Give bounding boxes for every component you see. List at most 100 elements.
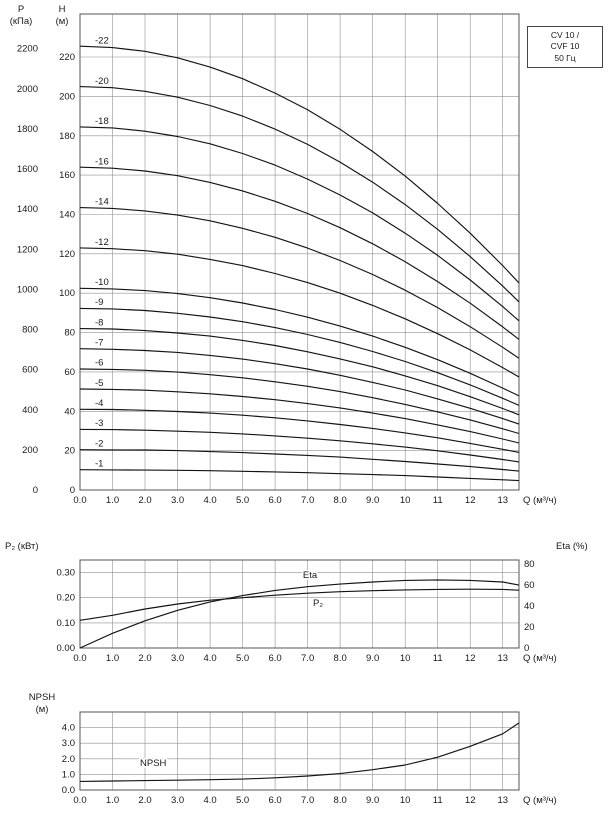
x-tick-label: 1.0: [106, 495, 119, 506]
x-tick-label: 10: [400, 653, 411, 664]
x-tick-label: 6.0: [269, 653, 282, 664]
curve-label--9: -9: [95, 297, 103, 308]
x-tick-label: 2.0: [138, 795, 151, 806]
x-tick-label: 6.0: [269, 795, 282, 806]
eta-curve: [79, 579, 520, 649]
pressure-tick-label: 0: [33, 485, 38, 496]
x-tick-label: 0.0: [73, 653, 86, 664]
x-tick-label: 10: [400, 495, 411, 506]
head-curve--6: [79, 368, 520, 435]
npsh-tick-label: 1.0: [62, 769, 75, 780]
x-tick-label: 5.0: [236, 495, 249, 506]
power-tick-label: 0.30: [57, 568, 76, 579]
head-curve--12: [79, 247, 520, 378]
pressure-tick-label: 1000: [17, 284, 38, 295]
pressure-tick-label: 2000: [17, 84, 38, 95]
eta-axis-title: Eta (%): [556, 541, 588, 552]
pressure-axis-unit: (кПа): [9, 15, 33, 27]
pressure-tick-label: 1200: [17, 244, 38, 255]
x-tick-label: 12: [465, 653, 476, 664]
x-tick-label: 10: [400, 795, 411, 806]
head-curve--1: [79, 469, 520, 482]
pressure-tick-label: 2200: [17, 44, 38, 55]
p2-curve-label: P₂: [313, 598, 323, 609]
npsh-tick-label: 0.0: [62, 785, 75, 796]
x-tick-label: 5.0: [236, 795, 249, 806]
curve-label--22: -22: [95, 36, 109, 47]
eta-tick-label: 80: [524, 559, 535, 570]
head-tick-label: 160: [59, 170, 75, 181]
x-tick-label: 7.0: [301, 795, 314, 806]
pressure-tick-label: 1400: [17, 204, 38, 215]
x-tick-label: 9.0: [366, 795, 379, 806]
pressure-tick-label: 600: [22, 365, 38, 376]
x-tick-label: 4.0: [203, 795, 216, 806]
x-tick-label: 13: [497, 653, 508, 664]
pressure-tick-label: 1800: [17, 124, 38, 135]
x-tick-label: 13: [497, 495, 508, 506]
head-tick-label: 220: [59, 52, 75, 63]
curve-label--10: -10: [95, 277, 109, 288]
curve-label--16: -16: [95, 156, 109, 167]
head-axis-unit: (м): [55, 15, 69, 27]
curve-label--14: -14: [95, 197, 109, 208]
power-tick-label: 0.00: [57, 643, 76, 654]
pressure-axis-symbol: P: [17, 4, 25, 15]
p2-curve: [79, 588, 520, 621]
x-axis-unit-label: Q (м³/ч): [523, 653, 557, 664]
curve-label--8: -8: [95, 317, 103, 328]
head-tick-label: 140: [59, 209, 75, 220]
x-tick-label: 0.0: [73, 495, 86, 506]
pressure-tick-label: 200: [22, 445, 38, 456]
x-tick-label: 2.0: [138, 653, 151, 664]
power-axis-title: P₂ (кВт): [5, 541, 39, 552]
x-tick-label: 1.0: [106, 795, 119, 806]
head-tick-label: 60: [64, 367, 75, 378]
npsh-axis-title: NPSH (м): [16, 692, 68, 716]
head-tick-label: 120: [59, 249, 75, 260]
power-eta-chart-frame: [79, 559, 520, 649]
x-tick-label: 9.0: [366, 653, 379, 664]
x-tick-label: 11: [433, 653, 443, 664]
npsh-tick-label: 2.0: [62, 754, 75, 765]
pump-model-box: CV 10 / CVF 10 50 Гц: [527, 26, 603, 69]
x-tick-label: 8.0: [334, 653, 347, 664]
head-curve--14: [79, 207, 520, 359]
x-tick-label: 7.0: [301, 653, 314, 664]
eta-tick-label: 0: [524, 643, 529, 654]
head-curve--7: [79, 348, 520, 425]
head-axis-title: H (м): [46, 4, 78, 28]
head-chart-frame: [79, 13, 520, 491]
npsh-tick-label: 4.0: [62, 723, 75, 734]
head-curve--8: [79, 328, 520, 416]
head-tick-label: 100: [59, 288, 75, 299]
npsh-curve: [79, 722, 520, 782]
head-tick-label: 80: [64, 328, 75, 339]
x-tick-label: 11: [433, 495, 443, 506]
head-axis-symbol: H: [58, 4, 66, 15]
x-tick-label: 13: [497, 795, 508, 806]
head-curve--18: [79, 126, 520, 322]
curve-label--7: -7: [95, 338, 103, 349]
head-curve--3: [79, 428, 520, 463]
curve-label--4: -4: [95, 398, 103, 409]
npsh-axis-symbol: NPSH: [28, 692, 56, 703]
x-tick-label: 6.0: [269, 495, 282, 506]
npsh-tick-label: 3.0: [62, 738, 75, 749]
npsh-curve-label: NPSH: [140, 758, 167, 769]
pump-frequency-line: 50 Гц: [554, 52, 576, 63]
head-tick-label: 40: [64, 406, 75, 417]
x-tick-label: 9.0: [366, 495, 379, 506]
head-curve--5: [79, 388, 520, 444]
x-axis-unit-label: Q (м³/ч): [523, 795, 557, 806]
head-curve--9: [79, 307, 520, 406]
x-tick-label: 8.0: [334, 795, 347, 806]
x-tick-label: 2.0: [138, 495, 151, 506]
x-tick-label: 8.0: [334, 495, 347, 506]
head-tick-label: 20: [64, 446, 75, 457]
pump-model-line-1: CV 10 /: [550, 30, 580, 40]
x-tick-label: 5.0: [236, 653, 249, 664]
curve-label--18: -18: [95, 116, 109, 127]
